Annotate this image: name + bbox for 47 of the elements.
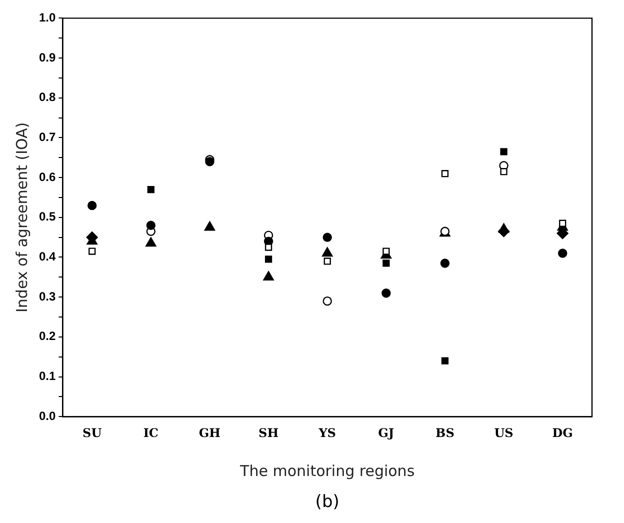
- point: [146, 220, 156, 230]
- x-axis-title: The monitoring regions: [239, 462, 415, 480]
- point: [382, 288, 391, 298]
- x-tick-label: US: [494, 426, 514, 440]
- point: [558, 248, 568, 258]
- y-tick-label: 0.4: [38, 250, 56, 264]
- y-tick-label: 0.9: [38, 50, 56, 64]
- point: [322, 247, 333, 257]
- x-tick-label: DG: [552, 426, 573, 440]
- point: [264, 244, 272, 251]
- point: [441, 170, 449, 178]
- x-tick-label: GH: [198, 426, 221, 440]
- y-tick-label: 0.2: [38, 329, 56, 344]
- y-tick-label: 0.0: [38, 408, 56, 423]
- point: [324, 258, 331, 265]
- y-tick-label: 1.0: [38, 10, 56, 25]
- x-tick-label: BS: [436, 426, 454, 440]
- point: [441, 357, 449, 364]
- y-tick-label: 0.6: [38, 170, 56, 184]
- point: [88, 248, 96, 255]
- x-tick-label: SU: [82, 426, 102, 440]
- point: [500, 168, 508, 176]
- y-tick-label: 0.1: [38, 369, 56, 384]
- point: [440, 258, 450, 268]
- point: [146, 237, 156, 247]
- y-tick-label: 0.3: [38, 289, 56, 304]
- point: [322, 232, 332, 242]
- y-tick-label: 0.7: [38, 130, 56, 144]
- point: [500, 148, 508, 156]
- point: [87, 200, 97, 210]
- point: [559, 220, 566, 227]
- point: [263, 271, 274, 281]
- point: [264, 256, 272, 263]
- y-axis-title: Index of agreement (IOA): [12, 122, 31, 313]
- point: [204, 221, 216, 231]
- x-tick-label: SH: [258, 426, 279, 440]
- text: (b): [315, 492, 340, 512]
- point: [382, 248, 390, 255]
- x-tick-label: IC: [143, 426, 158, 440]
- y-tick-label: 0.5: [38, 210, 56, 224]
- point: [147, 186, 154, 194]
- y-tick-label: 0.8: [38, 90, 56, 104]
- point: [322, 296, 332, 306]
- x-tick-label: GJ: [378, 426, 394, 440]
- point: [382, 260, 390, 267]
- point: [498, 223, 510, 233]
- x-tick-label: YS: [318, 426, 336, 440]
